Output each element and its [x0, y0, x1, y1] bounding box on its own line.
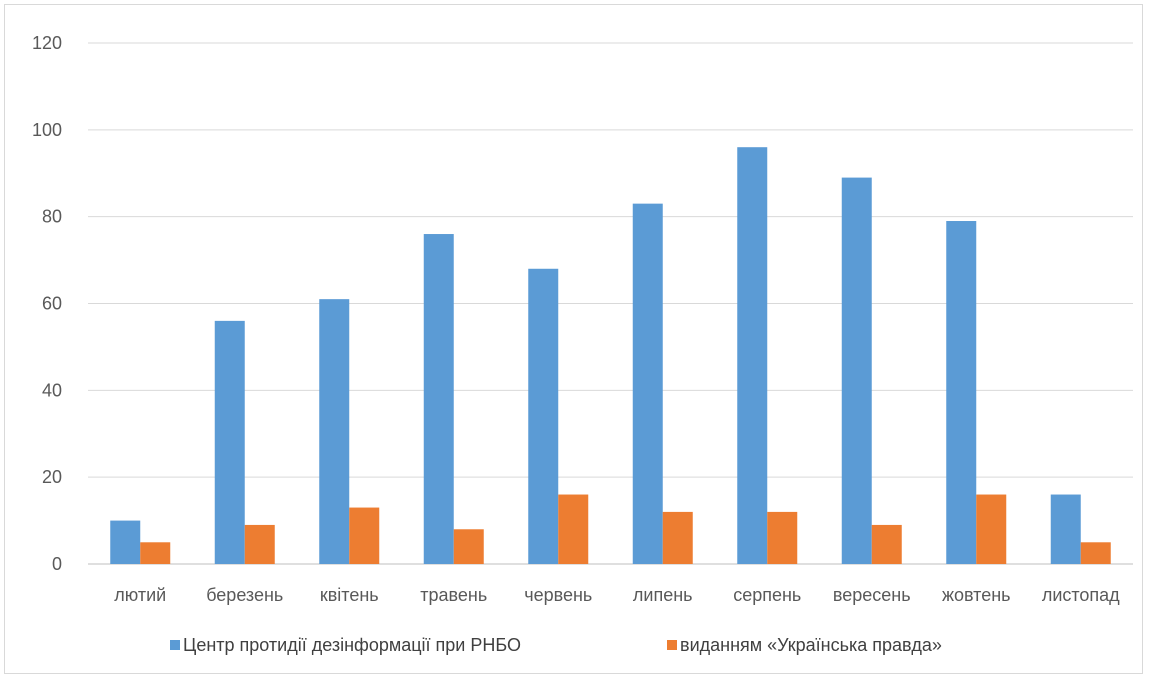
bar-series-1-квітень — [319, 299, 350, 564]
bar-series-2-листопад — [1080, 542, 1111, 564]
x-tick-label: липень — [633, 585, 693, 605]
bar-series-2-вересень — [871, 524, 902, 564]
bar-series-2-травень — [453, 529, 484, 564]
bar-series-1-березень — [214, 320, 245, 564]
legend-label: Центр протидії дезінформації при РНБО — [183, 635, 521, 655]
x-tick-label: травень — [420, 585, 487, 605]
x-tick-label: квітень — [320, 585, 379, 605]
bar-series-1-липень — [632, 203, 663, 564]
y-tick-label: 20 — [42, 467, 62, 487]
bar-series-2-березень — [244, 524, 275, 564]
bar-series-2-квітень — [349, 507, 380, 564]
bar-series-2-липень — [662, 511, 693, 564]
bar-series-2-червень — [558, 494, 589, 564]
y-tick-label: 100 — [32, 120, 62, 140]
legend-swatch — [667, 640, 677, 650]
bar-series-1-листопад — [1050, 494, 1081, 564]
legend: Центр протидії дезінформації при РНБО вид… — [170, 635, 942, 655]
y-tick-label: 0 — [52, 554, 62, 574]
x-axis-ticks: лютий березень квітень травень червень липень… — [114, 585, 1120, 605]
bar-series-2-серпень — [767, 511, 798, 564]
y-tick-label: 80 — [42, 207, 62, 227]
x-tick-label: червень — [524, 585, 592, 605]
x-tick-label: серпень — [733, 585, 801, 605]
bar-series-1-травень — [423, 234, 454, 565]
y-tick-label: 60 — [42, 294, 62, 314]
bar-series-1-вересень — [841, 177, 872, 564]
y-axis-ticks: 0 20 40 60 80 100 120 — [32, 33, 62, 574]
x-tick-label: листопад — [1042, 585, 1120, 605]
bar-series-1-жовтень — [946, 221, 977, 564]
legend-swatch — [170, 640, 180, 650]
bars — [110, 147, 1111, 565]
bar-series-2-жовтень — [976, 494, 1007, 564]
y-tick-label: 120 — [32, 33, 62, 53]
x-tick-label: жовтень — [942, 585, 1011, 605]
x-tick-label: вересень — [833, 585, 911, 605]
x-tick-label: березень — [206, 585, 283, 605]
bar-series-1-лютий — [110, 520, 141, 564]
x-tick-label: лютий — [114, 585, 166, 605]
y-tick-label: 40 — [42, 380, 62, 400]
bar-series-2-лютий — [140, 542, 171, 564]
legend-label: виданням «Українська правда» — [680, 635, 942, 655]
bar-series-1-серпень — [737, 147, 768, 564]
bar-series-1-червень — [528, 268, 559, 564]
